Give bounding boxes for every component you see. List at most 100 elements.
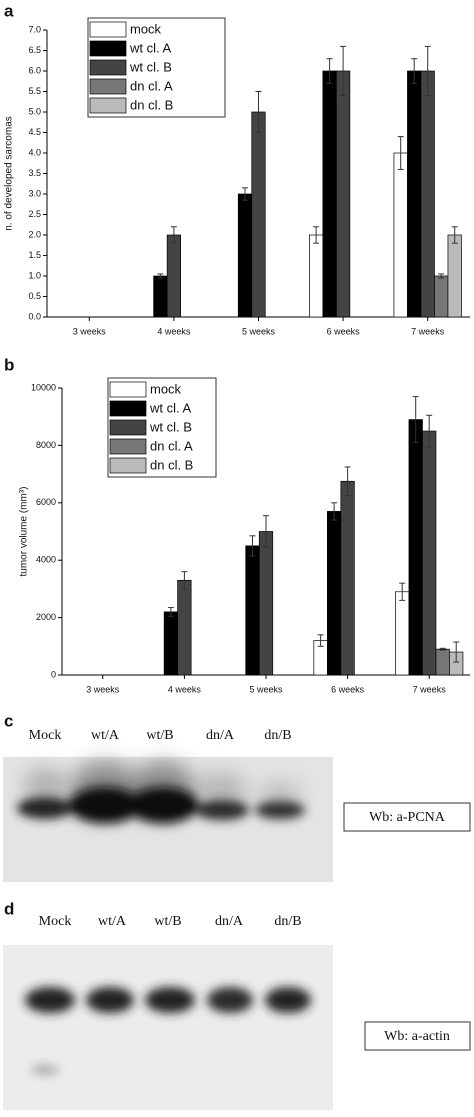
bar [177, 579, 192, 676]
legend-label: wt cl. B [149, 419, 192, 434]
bar [447, 234, 462, 318]
blot-bands [25, 987, 311, 1075]
bar [327, 511, 342, 676]
legend-swatch [89, 40, 127, 57]
y-tick-label: 5.0 [28, 106, 41, 116]
bar [245, 545, 260, 676]
x-tick-label: 5 weeks [249, 684, 283, 694]
bar [435, 648, 450, 676]
bar [322, 70, 337, 318]
error-bar [411, 58, 418, 84]
error-bar [170, 226, 177, 244]
x-tick-label: 5 weeks [242, 326, 276, 336]
lane-label: dn/B [264, 728, 291, 743]
bar [153, 275, 168, 318]
lane-label: dn/A [206, 728, 235, 743]
x-tick-label: 4 weeks [157, 326, 191, 336]
lane-label: dn/B [274, 914, 301, 929]
legend-swatch [109, 438, 147, 455]
blot-label-box [364, 1021, 471, 1051]
error-bar [313, 226, 320, 244]
blot-bands [17, 787, 305, 823]
bar [420, 70, 435, 318]
x-tick-label: 3 weeks [73, 326, 107, 336]
error-bar [453, 641, 460, 663]
legend-swatch [89, 78, 127, 95]
legend-swatch [109, 400, 147, 417]
error-bar [167, 607, 174, 617]
lane-label: Mock [39, 914, 72, 929]
error-bar [344, 466, 351, 497]
bar [166, 234, 181, 318]
y-tick-label: 6.0 [28, 65, 41, 75]
y-tick-label: 6.5 [28, 45, 41, 55]
y-tick-label: 3.0 [28, 188, 41, 198]
legend-label: wt cl. B [129, 59, 172, 74]
legend-swatch [89, 59, 127, 76]
lane-label: wt/A [91, 728, 120, 743]
error-bar [397, 136, 404, 170]
bar [251, 111, 266, 318]
y-tick-label: 7.0 [28, 24, 41, 34]
y-tick-label: 4.0 [28, 147, 41, 157]
legend-label: dn cl. A [130, 78, 173, 93]
error-bar [424, 45, 431, 97]
blot-label: Wb: a-PCNA [369, 810, 446, 825]
blot-label: Wb: a-actin [384, 1029, 450, 1044]
y-tick-label: 2.5 [28, 209, 41, 219]
legend-label: dn cl. B [150, 457, 193, 472]
bar [422, 430, 437, 676]
blot-label-box [343, 802, 471, 832]
legend: mock wt cl. A wt cl. B dn cl. A dn cl. B [87, 17, 226, 118]
blot-d: d Mock wt/A wt/B dn/A dn/B Wb: a-actin [3, 899, 471, 1110]
lane-label: wt/B [146, 728, 173, 743]
x-tick-label: 4 weeks [168, 684, 202, 694]
y-axis-label: tumor volume (mm³) [19, 486, 30, 576]
x-tick-label: 6 weeks [331, 684, 365, 694]
error-bar [331, 502, 338, 521]
error-bar [426, 414, 433, 448]
error-bar [157, 273, 164, 279]
lane-label: wt/A [98, 914, 127, 929]
error-bar [438, 273, 445, 279]
y-tick-label: 3.5 [28, 168, 41, 178]
error-bar [263, 515, 269, 548]
panel-letter: d [4, 899, 14, 918]
y-tick-label: 8000 [36, 440, 56, 450]
legend-label: dn cl. A [150, 438, 193, 453]
legend-swatch [89, 97, 127, 114]
y-tick-label: 0.5 [28, 291, 41, 301]
y-tick-label: 1.5 [28, 250, 41, 260]
error-bar [439, 647, 446, 651]
panel-letter: b [4, 355, 14, 374]
x-tick-label: 6 weeks [327, 326, 361, 336]
bar [309, 234, 324, 318]
blot-membrane [3, 945, 333, 1110]
error-bar [412, 396, 419, 444]
y-tick-label: 4.5 [28, 127, 41, 137]
bar [258, 531, 274, 676]
x-tick-label: 7 weeks [413, 684, 447, 694]
bar [434, 275, 449, 318]
panel-letter: c [4, 711, 13, 730]
y-tick-label: 2000 [36, 612, 56, 622]
panel-letter: a [4, 1, 14, 20]
y-tick-label: 1.0 [28, 270, 41, 280]
legend-swatch [109, 419, 147, 436]
y-axis-label: n. of developed sarcomas [4, 116, 15, 231]
legend-label: wt cl. A [149, 400, 192, 415]
legend-swatch [109, 381, 147, 398]
error-bar [340, 45, 347, 97]
lane-label: Mock [29, 728, 62, 743]
error-bar [242, 187, 248, 201]
legend-label: wt cl. A [129, 40, 172, 55]
lane-label: wt/B [154, 914, 181, 929]
x-tick-label: 3 weeks [86, 684, 120, 694]
y-tick-label: 10000 [31, 382, 56, 392]
legend-label: dn cl. B [130, 97, 173, 112]
error-bar [399, 582, 406, 601]
error-bar [249, 535, 256, 557]
legend-label: mock [150, 381, 182, 396]
